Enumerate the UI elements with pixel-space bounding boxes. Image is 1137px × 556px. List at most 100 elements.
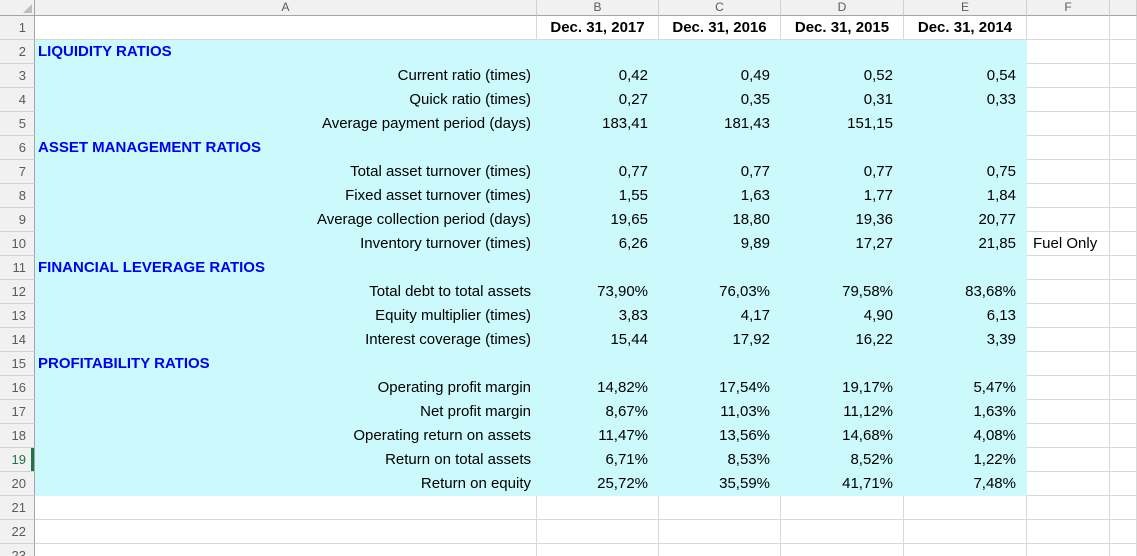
cell-f12[interactable] — [1027, 280, 1110, 304]
cell-g11[interactable] — [1110, 256, 1137, 280]
cell-f17[interactable] — [1027, 400, 1110, 424]
cell-c19[interactable]: 8,53% — [659, 448, 781, 472]
cell-g12[interactable] — [1110, 280, 1137, 304]
cell-c10[interactable]: 9,89 — [659, 232, 781, 256]
cell-g19[interactable] — [1110, 448, 1137, 472]
select-all-corner[interactable] — [0, 0, 35, 16]
cell-a2[interactable]: LIQUIDITY RATIOS — [35, 40, 537, 64]
column-header-g[interactable] — [1110, 0, 1137, 16]
cell-b22[interactable] — [537, 520, 659, 544]
row-header-14[interactable]: 14 — [0, 328, 35, 352]
row-header-16[interactable]: 16 — [0, 376, 35, 400]
cell-b4[interactable]: 0,27 — [537, 88, 659, 112]
cell-g22[interactable] — [1110, 520, 1137, 544]
cell-g2[interactable] — [1110, 40, 1137, 64]
cell-a6[interactable]: ASSET MANAGEMENT RATIOS — [35, 136, 537, 160]
cell-c6[interactable] — [659, 136, 781, 160]
cell-f18[interactable] — [1027, 424, 1110, 448]
cell-g14[interactable] — [1110, 328, 1137, 352]
cell-e2[interactable] — [904, 40, 1027, 64]
cell-d10[interactable]: 17,27 — [781, 232, 904, 256]
cell-a9[interactable]: Average collection period (days) — [35, 208, 537, 232]
cell-f3[interactable] — [1027, 64, 1110, 88]
cell-e16[interactable]: 5,47% — [904, 376, 1027, 400]
cell-f11[interactable] — [1027, 256, 1110, 280]
cell-a19[interactable]: Return on total assets — [35, 448, 537, 472]
row-header-12[interactable]: 12 — [0, 280, 35, 304]
column-header-e[interactable]: E — [904, 0, 1027, 16]
row-header-22[interactable]: 22 — [0, 520, 35, 544]
cell-d1[interactable]: Dec. 31, 2015 — [781, 16, 904, 40]
cell-d9[interactable]: 19,36 — [781, 208, 904, 232]
cell-b15[interactable] — [537, 352, 659, 376]
cell-g13[interactable] — [1110, 304, 1137, 328]
cell-a4[interactable]: Quick ratio (times) — [35, 88, 537, 112]
row-header-11[interactable]: 11 — [0, 256, 35, 280]
cell-b1[interactable]: Dec. 31, 2017 — [537, 16, 659, 40]
row-header-6[interactable]: 6 — [0, 136, 35, 160]
cell-a18[interactable]: Operating return on assets — [35, 424, 537, 448]
cell-d11[interactable] — [781, 256, 904, 280]
column-header-b[interactable]: B — [537, 0, 659, 16]
cell-f6[interactable] — [1027, 136, 1110, 160]
cell-a14[interactable]: Interest coverage (times) — [35, 328, 537, 352]
cell-f13[interactable] — [1027, 304, 1110, 328]
cell-f8[interactable] — [1027, 184, 1110, 208]
cell-a17[interactable]: Net profit margin — [35, 400, 537, 424]
cell-b18[interactable]: 11,47% — [537, 424, 659, 448]
cell-e4[interactable]: 0,33 — [904, 88, 1027, 112]
cell-d13[interactable]: 4,90 — [781, 304, 904, 328]
row-header-17[interactable]: 17 — [0, 400, 35, 424]
cell-d4[interactable]: 0,31 — [781, 88, 904, 112]
cell-f5[interactable] — [1027, 112, 1110, 136]
cell-g8[interactable] — [1110, 184, 1137, 208]
cell-g23[interactable] — [1110, 544, 1137, 556]
cell-e20[interactable]: 7,48% — [904, 472, 1027, 496]
cell-e9[interactable]: 20,77 — [904, 208, 1027, 232]
cell-a22[interactable] — [35, 520, 537, 544]
cell-g16[interactable] — [1110, 376, 1137, 400]
cell-b20[interactable]: 25,72% — [537, 472, 659, 496]
cell-b13[interactable]: 3,83 — [537, 304, 659, 328]
cell-d7[interactable]: 0,77 — [781, 160, 904, 184]
cell-a12[interactable]: Total debt to total assets — [35, 280, 537, 304]
row-header-10[interactable]: 10 — [0, 232, 35, 256]
row-header-23[interactable]: 23 — [0, 544, 35, 556]
column-header-c[interactable]: C — [659, 0, 781, 16]
cell-d2[interactable] — [781, 40, 904, 64]
cell-f23[interactable] — [1027, 544, 1110, 556]
cell-c4[interactable]: 0,35 — [659, 88, 781, 112]
cell-e21[interactable] — [904, 496, 1027, 520]
cell-e7[interactable]: 0,75 — [904, 160, 1027, 184]
cell-b11[interactable] — [537, 256, 659, 280]
cell-e12[interactable]: 83,68% — [904, 280, 1027, 304]
cell-e5[interactable] — [904, 112, 1027, 136]
cell-b21[interactable] — [537, 496, 659, 520]
cell-d8[interactable]: 1,77 — [781, 184, 904, 208]
cell-c14[interactable]: 17,92 — [659, 328, 781, 352]
cell-d12[interactable]: 79,58% — [781, 280, 904, 304]
cell-g18[interactable] — [1110, 424, 1137, 448]
cell-a10[interactable]: Inventory turnover (times) — [35, 232, 537, 256]
cell-e18[interactable]: 4,08% — [904, 424, 1027, 448]
row-header-20[interactable]: 20 — [0, 472, 35, 496]
cell-a21[interactable] — [35, 496, 537, 520]
row-header-9[interactable]: 9 — [0, 208, 35, 232]
cell-d19[interactable]: 8,52% — [781, 448, 904, 472]
cell-f20[interactable] — [1027, 472, 1110, 496]
cell-f10-fuel-only[interactable]: Fuel Only — [1027, 232, 1110, 256]
cell-c2[interactable] — [659, 40, 781, 64]
cell-c3[interactable]: 0,49 — [659, 64, 781, 88]
row-header-19-active[interactable]: 19 — [0, 448, 35, 472]
cell-d5[interactable]: 151,15 — [781, 112, 904, 136]
cell-d16[interactable]: 19,17% — [781, 376, 904, 400]
cell-f16[interactable] — [1027, 376, 1110, 400]
cell-e10[interactable]: 21,85 — [904, 232, 1027, 256]
cell-e11[interactable] — [904, 256, 1027, 280]
column-header-a[interactable]: A — [35, 0, 537, 16]
cell-e13[interactable]: 6,13 — [904, 304, 1027, 328]
row-header-13[interactable]: 13 — [0, 304, 35, 328]
cell-f15[interactable] — [1027, 352, 1110, 376]
cell-d17[interactable]: 11,12% — [781, 400, 904, 424]
cell-c20[interactable]: 35,59% — [659, 472, 781, 496]
